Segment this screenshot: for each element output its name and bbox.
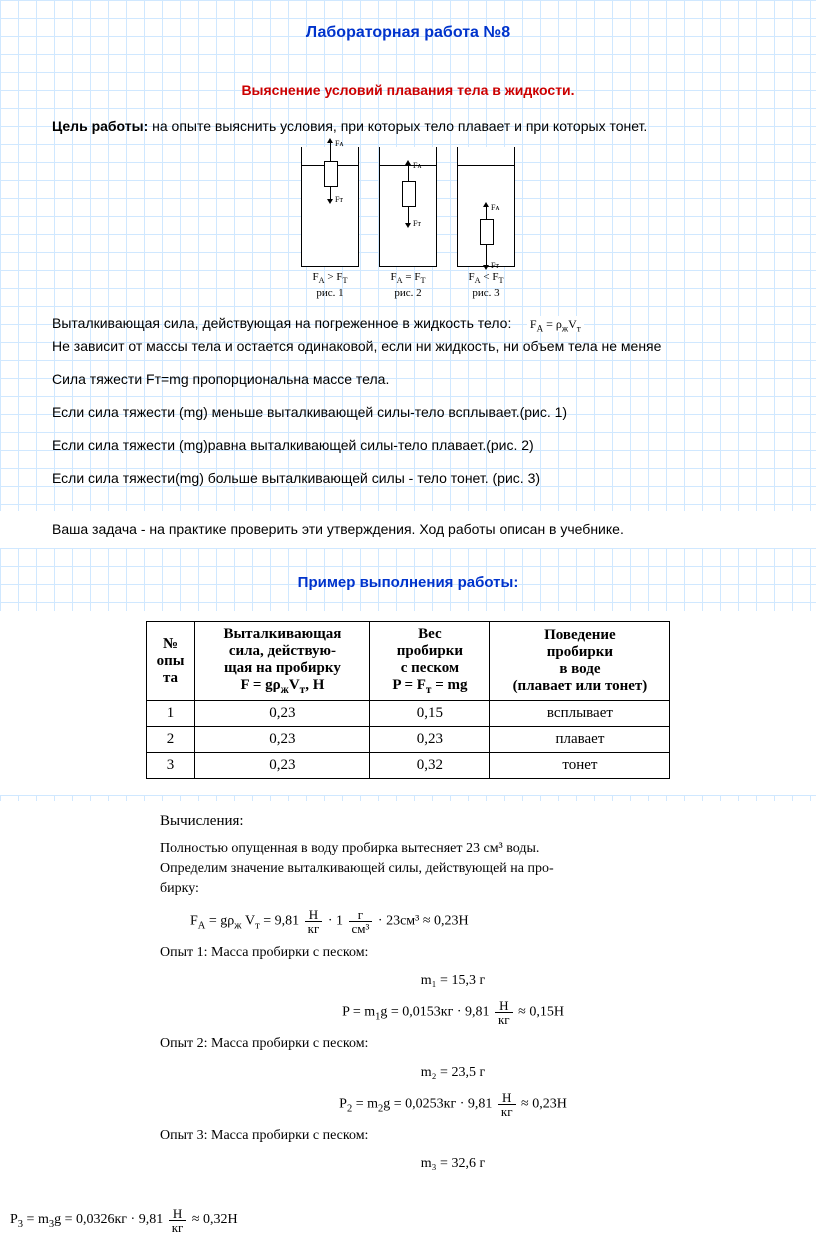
mid-section: Пример выполнения работы: — [0, 548, 816, 611]
case-2: Если сила тяжести (mg)равна выталкивающе… — [52, 435, 764, 456]
exp2-p: P2 = m2g = 0,0253кг · 9,81 Нкг ≈ 0,23Н — [160, 1091, 746, 1118]
calc-intro-2: Определим значение выталкивающей силы, д… — [160, 859, 746, 879]
vessel-icon: FᴀFт — [301, 147, 359, 267]
document-page: Лабораторная работа №8 Выяснение условий… — [0, 0, 816, 1254]
floating-body-icon — [324, 161, 338, 187]
exp3-p: P3 = m3g = 0,0326кг · 9,81 Нкг ≈ 0,32Н — [10, 1212, 238, 1227]
table-header-cell: №опыта — [146, 622, 195, 701]
fa-arrow-label: Fᴀ — [491, 203, 499, 212]
table-cell: 1 — [146, 701, 195, 727]
upper-section: Лабораторная работа №8 Выяснение условий… — [0, 0, 816, 511]
figure-caption: рис. 2 — [379, 287, 437, 299]
exp1-p: P = m1g = 0,0153кг · 9,81 Нкг ≈ 0,15Н — [160, 999, 746, 1026]
diagram-3: Fᴀ FтFA < FT рис. 3 — [457, 147, 515, 299]
gravity-line: Сила тяжести Fт=mg пропорциональна массе… — [52, 369, 764, 390]
final-formula-band: P3 = m3g = 0,0326кг · 9,81 Нкг ≈ 0,32Н — [0, 1193, 816, 1254]
table-header-cell: Веспробиркис пескомP = Fт = mg — [370, 622, 490, 701]
table-cell: 0,32 — [370, 753, 490, 779]
task-line: Ваша задача - на практике проверить эти … — [52, 519, 764, 540]
table-header-cell: Поведениепробиркив воде(плавает или тоне… — [490, 622, 670, 701]
case-3: Если сила тяжести(mg) больше выталкивающ… — [52, 468, 764, 489]
ft-arrow-label: Fт — [491, 261, 499, 270]
calc-intro-1: Полностью опущенная в воду пробирка выте… — [160, 839, 746, 859]
table-cell: плавает — [490, 727, 670, 753]
fa-formula: FA = gρж Vт = 9,81 Нкг · 1 гсм³ · 23см³ … — [190, 908, 746, 935]
figure-caption: рис. 1 — [301, 287, 359, 299]
table-header-row: №опытаВыталкивающаясила, действую-щая на… — [146, 622, 670, 701]
table-header-cell: Выталкивающаясила, действую-щая на проби… — [195, 622, 370, 701]
task-band: Ваша задача - на практике проверить эти … — [0, 511, 816, 548]
table-cell: 0,23 — [195, 727, 370, 753]
diagram-1: FᴀFт FA > FT рис. 1 — [301, 147, 359, 299]
lab-subtitle: Выяснение условий плавания тела в жидкос… — [52, 82, 764, 98]
buoyancy-note: Не зависит от массы тела и остается один… — [52, 338, 661, 354]
table-row: 10,230,15всплывает — [146, 701, 670, 727]
calc-intro-3: бирку: — [160, 879, 746, 899]
exp1-label: Опыт 1: Масса пробирки с песком: — [160, 943, 746, 963]
goal-line: Цель работы: на опыте выяснить условия, … — [52, 116, 764, 137]
buoyancy-formula-icon: FA = ρжVт — [527, 316, 584, 332]
relation-label: FA < FT — [457, 271, 515, 285]
figure-caption: рис. 3 — [457, 287, 515, 299]
table-body: 10,230,15всплывает20,230,23плавает30,230… — [146, 701, 670, 779]
vessel-icon: Fᴀ Fт — [457, 147, 515, 267]
exp3-mass: m₃ = 32,6 г — [160, 1154, 746, 1174]
case-1: Если сила тяжести (mg) меньше выталкиваю… — [52, 402, 764, 423]
goal-text: на опыте выяснить условия, при которых т… — [148, 118, 647, 134]
table-cell: 0,15 — [370, 701, 490, 727]
relation-label: FA = FT — [379, 271, 437, 285]
table-cell: 0,23 — [370, 727, 490, 753]
table-cell: 0,23 — [195, 701, 370, 727]
exp1-mass: m₁ = 15,3 г — [160, 971, 746, 991]
floating-body-icon — [480, 219, 494, 245]
calc-heading: Вычисления: — [160, 811, 746, 833]
calculations-section: Вычисления: Полностью опущенная в воду п… — [0, 801, 816, 1192]
exp2-label: Опыт 2: Масса пробирки с песком: — [160, 1034, 746, 1054]
vessel-icon: Fᴀ Fт — [379, 147, 437, 267]
lab-title: Лабораторная работа №8 — [52, 24, 764, 42]
exp3-label: Опыт 3: Масса пробирки с песком: — [160, 1126, 746, 1146]
table-cell: тонет — [490, 753, 670, 779]
ft-arrow-label: Fт — [413, 219, 421, 228]
table-cell: 0,23 — [195, 753, 370, 779]
fa-arrow-label: Fᴀ — [413, 161, 421, 170]
buoyancy-intro: Выталкивающая сила, действующая на погре… — [52, 315, 511, 331]
table-cell: 2 — [146, 727, 195, 753]
example-title: Пример выполнения работы: — [52, 574, 764, 591]
diagram-2: Fᴀ Fт FA = FT рис. 2 — [379, 147, 437, 299]
table-cell: 3 — [146, 753, 195, 779]
table-band: №опытаВыталкивающаясила, действую-щая на… — [0, 611, 816, 795]
goal-label: Цель работы: — [52, 118, 148, 134]
buoyancy-para: Выталкивающая сила, действующая на погре… — [52, 313, 764, 357]
relation-label: FA > FT — [301, 271, 359, 285]
ft-arrow-label: Fт — [335, 195, 343, 204]
results-table: №опытаВыталкивающаясила, действую-щая на… — [146, 621, 671, 779]
exp2-mass: m₂ = 23,5 г — [160, 1063, 746, 1083]
diagrams-row: FᴀFтFA > FTрис. 1FᴀFтFA = FTрис. 2FᴀFтFA… — [52, 147, 764, 299]
table-cell: всплывает — [490, 701, 670, 727]
fa-arrow-label: Fᴀ — [335, 139, 343, 148]
floating-body-icon — [402, 181, 416, 207]
table-row: 30,230,32тонет — [146, 753, 670, 779]
table-row: 20,230,23плавает — [146, 727, 670, 753]
